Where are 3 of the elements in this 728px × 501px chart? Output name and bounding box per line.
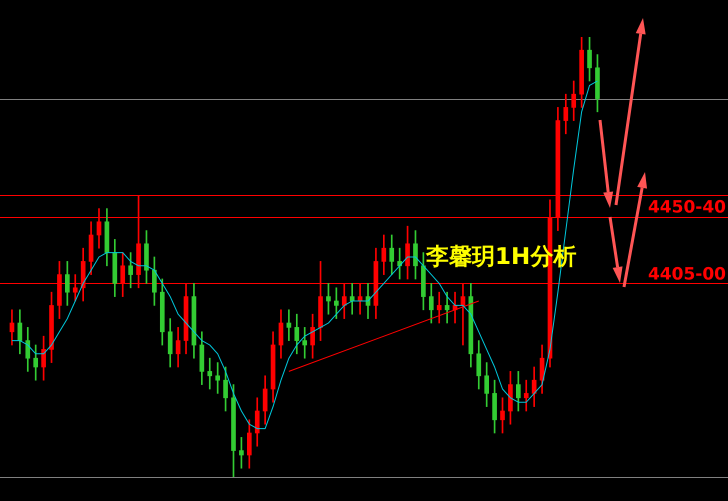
text: 4405-00 [648,264,726,284]
text: 4450-40 [648,197,726,218]
candlestick [326,283,331,315]
